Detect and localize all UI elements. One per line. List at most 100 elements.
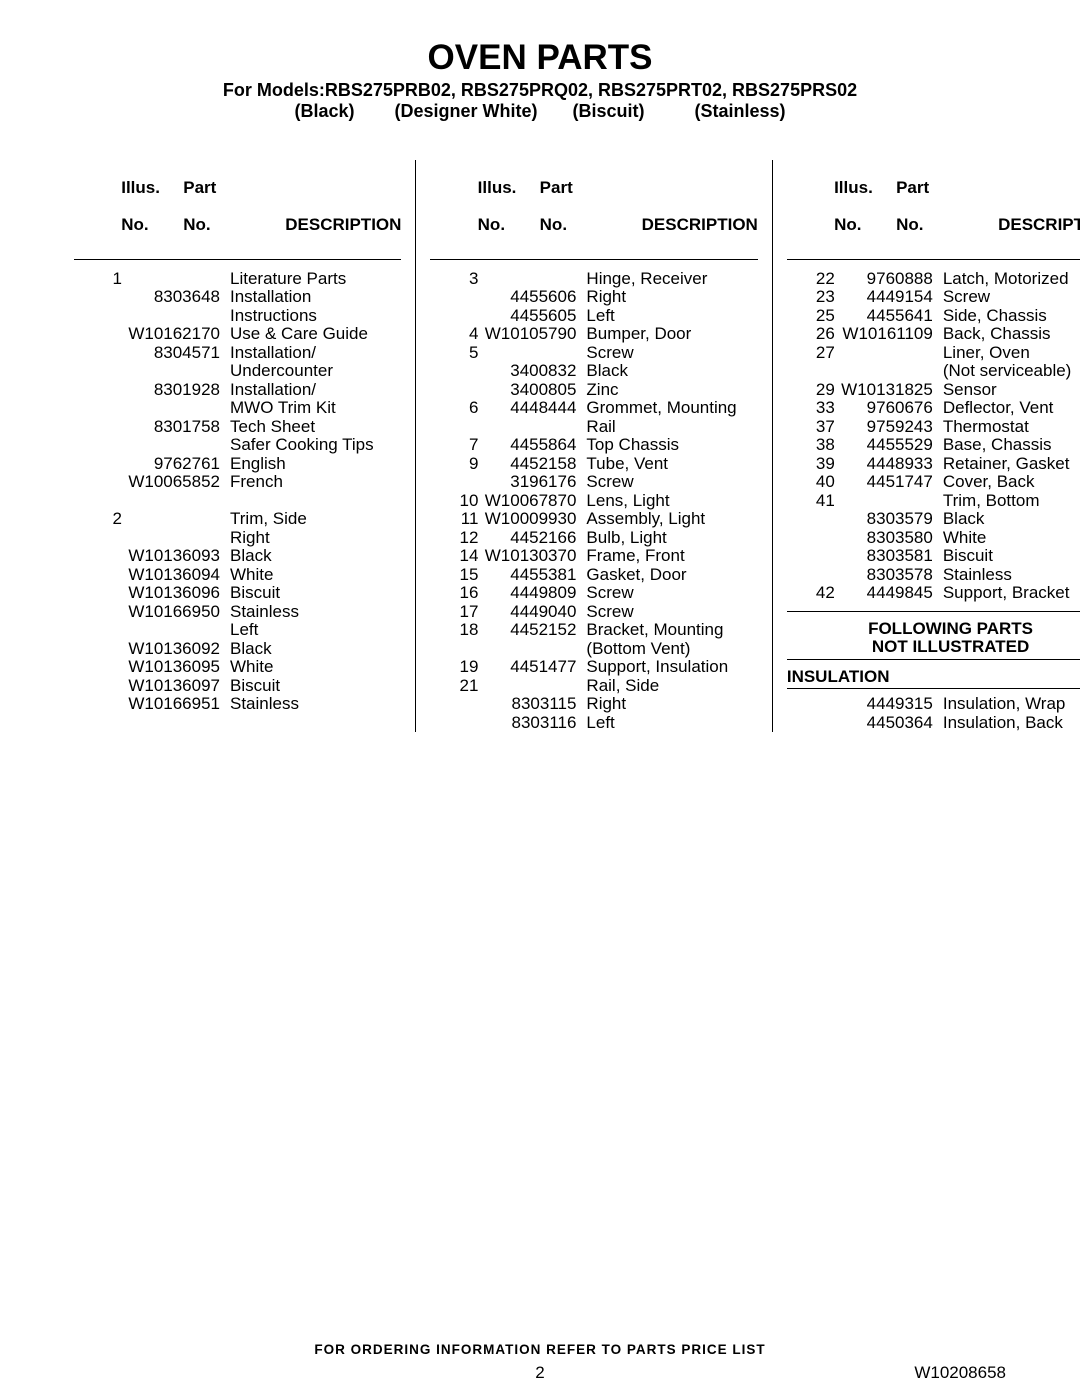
cell-description: Screw — [576, 603, 757, 622]
table-row: W10136096Biscuit — [74, 584, 401, 603]
header-rule — [74, 259, 401, 260]
table-row: 194451477Support, Insulation — [430, 658, 757, 677]
cell-description: Back, Chassis — [933, 325, 1080, 344]
cell-part-no: W10166951 — [122, 695, 220, 714]
cell-part-no: W10161109 — [835, 325, 933, 344]
cell-illus-no: 15 — [430, 566, 478, 585]
cell-part-no: W10166950 — [122, 603, 220, 622]
table-row: W10065852French — [74, 473, 401, 492]
cell-part-no: 8301928 — [122, 381, 220, 400]
cell-illus-no: 33 — [787, 399, 835, 418]
cell-description: Insulation, Back — [933, 714, 1080, 733]
table-row: 4450364Insulation, Back — [787, 714, 1080, 733]
cell-part-no: 4455381 — [478, 566, 576, 585]
cell-description: Retainer, Gasket — [933, 455, 1080, 474]
cell-illus-no: 39 — [787, 455, 835, 474]
cell-part-no: W10136093 — [122, 547, 220, 566]
cell-description: Screw — [576, 584, 757, 603]
cell-part-no: 8304571 — [122, 344, 220, 363]
cell-description: Tech Sheet — [220, 418, 401, 437]
cell-description: Left — [576, 307, 757, 326]
cell-illus-no: 26 — [787, 325, 835, 344]
table-row: 1Literature Parts — [74, 270, 401, 289]
table-row: 41 Trim, Bottom — [787, 492, 1080, 511]
cell-description: Gasket, Door — [576, 566, 757, 585]
section-rule — [787, 659, 1080, 660]
cell-description: Stainless — [220, 603, 401, 622]
table-row: 164449809Screw — [430, 584, 757, 603]
cell-description: White — [220, 566, 401, 585]
cell-description: Literature Parts — [220, 270, 401, 289]
table-row: 339760676Deflector, Vent — [787, 399, 1080, 418]
cell-illus-no: 42 — [787, 584, 835, 603]
doc-number: W10208658 — [914, 1363, 1006, 1383]
parts-columns: Illus. No. Part No. DESCRIPTION 1Literat… — [74, 160, 1006, 732]
cell-description: Black — [220, 640, 401, 659]
cell-part-no: W10136095 — [122, 658, 220, 677]
cell-illus-no: 3 — [430, 270, 478, 289]
cell-description: Safer Cooking Tips — [220, 436, 401, 455]
cell-part-no: 8303648 — [122, 288, 220, 307]
column-header: Illus. No. Part No. DESCRIPTION — [430, 160, 757, 257]
cell-illus-no: 2 — [74, 510, 122, 529]
cell-illus-no: 23 — [787, 288, 835, 307]
cell-part-no: 8303580 — [835, 529, 933, 548]
cell-illus-no: 41 — [787, 492, 835, 511]
cell-part-no: 9759243 — [835, 418, 933, 437]
cell-part-no: 4455606 — [478, 288, 576, 307]
cell-part-no: W10136097 — [122, 677, 220, 696]
cell-description: Rail, Side — [576, 677, 757, 696]
insulation-heading: INSULATION — [787, 668, 1080, 687]
column-1: Illus. No. Part No. DESCRIPTION 1Literat… — [74, 160, 401, 732]
cell-description: Trim, Bottom — [933, 492, 1080, 511]
cell-part-no: 3196176 — [478, 473, 576, 492]
table-row: 4455605Left — [430, 307, 757, 326]
cell-part-no: 4455641 — [835, 307, 933, 326]
cell-description: Left — [576, 714, 757, 733]
cell-illus-no: 9 — [430, 455, 478, 474]
cell-part-no: 4452166 — [478, 529, 576, 548]
cell-description: Use & Care Guide — [220, 325, 401, 344]
cell-description: Biscuit — [220, 677, 401, 696]
table-row: 184452152Bracket, Mounting — [430, 621, 757, 640]
column-header: Illus. No. Part No. DESCRIPTION — [74, 160, 401, 257]
subtitle-colors: (Black) (Designer White) (Biscuit) (Stai… — [74, 101, 1006, 122]
cell-illus-no: 17 — [430, 603, 478, 622]
table-row: 8303648Installation — [74, 288, 401, 307]
cell-illus-no: 18 — [430, 621, 478, 640]
cell-part-no: 8301758 — [122, 418, 220, 437]
cell-description: Support, Bracket — [933, 584, 1080, 603]
cell-description: Cover, Back — [933, 473, 1080, 492]
cell-illus-no: 21 — [430, 677, 478, 696]
section-rule — [787, 611, 1080, 612]
subtitle-models: For Models:RBS275PRB02, RBS275PRQ02, RBS… — [74, 80, 1006, 101]
rows-col3-insulation: 4449315Insulation, Wrap4450364Insulation… — [787, 695, 1080, 732]
hdr-part-l1: Part — [183, 178, 216, 197]
table-row: 9762761English — [74, 455, 401, 474]
cell-part-no: W10136094 — [122, 566, 220, 585]
cell-part-no: W10130370 — [478, 547, 576, 566]
hdr-desc: DESCRIPTION — [285, 215, 401, 234]
cell-part-no: 4448933 — [835, 455, 933, 474]
cell-description: Hinge, Receiver — [576, 270, 757, 289]
table-row: 26W10161109Back, Chassis — [787, 325, 1080, 344]
cell-description: Zinc — [576, 381, 757, 400]
cell-part-no: W10105790 — [478, 325, 576, 344]
table-row: 3400832Black — [430, 362, 757, 381]
cell-description: Screw — [576, 344, 757, 363]
table-row: 124452166Bulb, Light — [430, 529, 757, 548]
table-row: 8301928Installation/ — [74, 381, 401, 400]
cell-description: Grommet, Mounting — [576, 399, 757, 418]
table-row: 8303578Stainless — [787, 566, 1080, 585]
cell-description: White — [220, 658, 401, 677]
cell-illus-no: 6 — [430, 399, 478, 418]
cell-part-no: W10131825 — [835, 381, 933, 400]
table-row: 8303116Left — [430, 714, 757, 733]
header-rule — [787, 259, 1080, 260]
cell-illus-no: 22 — [787, 270, 835, 289]
table-row: Instructions — [74, 307, 401, 326]
cell-description: Stainless — [933, 566, 1080, 585]
cell-description: Instructions — [220, 307, 401, 326]
footer-note: FOR ORDERING INFORMATION REFER TO PARTS … — [0, 1342, 1080, 1357]
table-row: 4449315Insulation, Wrap — [787, 695, 1080, 714]
